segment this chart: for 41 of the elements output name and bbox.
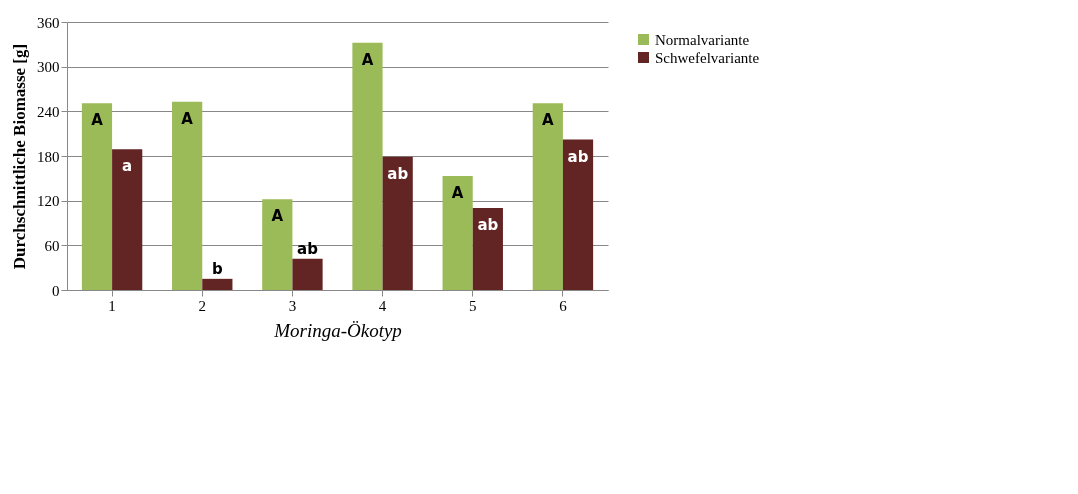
bar bbox=[532, 103, 563, 290]
data-label: a bbox=[122, 157, 133, 176]
y-tick-label: 300 bbox=[37, 59, 60, 76]
bar bbox=[472, 208, 503, 290]
legend-label: Normalvariante bbox=[655, 31, 750, 48]
x-tick-label: 2 bbox=[198, 297, 206, 314]
data-label: b bbox=[211, 259, 223, 278]
data-label: A bbox=[451, 184, 464, 203]
data-label: A bbox=[542, 111, 555, 130]
x-tick-label: 5 bbox=[469, 297, 477, 314]
data-label: A bbox=[91, 111, 104, 130]
y-tick-label: 360 bbox=[37, 14, 60, 31]
y-tick-label: 240 bbox=[37, 103, 60, 120]
data-label: ab bbox=[297, 239, 319, 258]
y-axis-title: Durchschnittliche Biomasse [g] bbox=[10, 43, 29, 270]
data-label: ab bbox=[477, 216, 499, 235]
y-tick-label: 120 bbox=[37, 193, 60, 210]
y-tick-label: 60 bbox=[44, 237, 60, 254]
x-tick-label: 6 bbox=[559, 297, 568, 314]
data-label: A bbox=[271, 207, 284, 226]
bar bbox=[172, 101, 203, 290]
x-tick-label: 3 bbox=[288, 297, 297, 314]
bar bbox=[562, 139, 594, 290]
x-tick-label: 1 bbox=[108, 297, 116, 314]
bar bbox=[202, 278, 233, 290]
bar bbox=[262, 199, 293, 290]
x-axis-title: Moringa-Ökotyp bbox=[273, 319, 402, 341]
bar bbox=[112, 149, 143, 290]
bar bbox=[382, 156, 413, 290]
y-tick-label: 0 bbox=[52, 282, 60, 299]
bar bbox=[81, 103, 113, 290]
bar bbox=[352, 42, 383, 290]
data-label: A bbox=[181, 109, 194, 128]
bar bbox=[292, 258, 323, 290]
data-label: ab bbox=[567, 147, 589, 166]
bar bbox=[442, 176, 473, 290]
legend-label: Schwefelvariante bbox=[655, 49, 760, 66]
x-tick-label: 4 bbox=[378, 297, 387, 314]
data-label: A bbox=[361, 50, 374, 69]
y-tick-label: 180 bbox=[37, 148, 60, 165]
data-label: ab bbox=[387, 164, 409, 183]
